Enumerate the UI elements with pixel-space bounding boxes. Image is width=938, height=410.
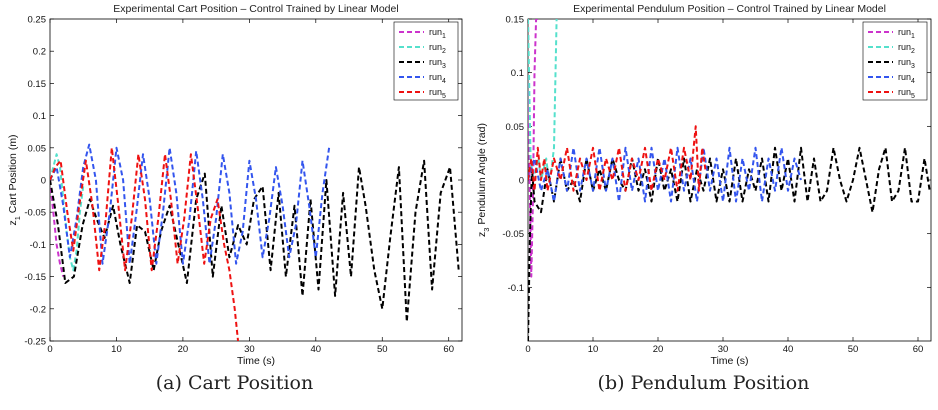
legend-label-run5: run5 (898, 87, 915, 100)
legend-label-run3: run3 (429, 57, 446, 70)
x-tick-label: 50 (848, 344, 859, 355)
y-tick-label: 0.15 (28, 79, 47, 90)
y-tick-label: 0.05 (506, 122, 525, 133)
series-line-run2 (50, 153, 85, 272)
y-tick-label: -0.05 (24, 208, 46, 219)
pendulum-position-panel: Experimental Pendulum Position – Control… (469, 0, 938, 410)
x-axis-label: Time (s) (237, 355, 275, 367)
y-tick-label: 0 (519, 176, 524, 187)
legend-label-sub: 4 (911, 78, 915, 85)
y-axis-label-text: Pendulum Angle (rad) (476, 123, 488, 227)
y-axis-label-text: Cart Position (m) (7, 134, 19, 216)
x-tick-label: 10 (588, 344, 599, 355)
chart-title: Experimental Cart Position – Control Tra… (113, 3, 398, 15)
x-tick-label: 60 (913, 344, 924, 355)
y-tick-label: -0.25 (24, 337, 46, 348)
pendulum-position-chart: Experimental Pendulum Position – Control… (476, 3, 932, 367)
legend-label-run4: run4 (898, 72, 915, 85)
legend-label-name: run (429, 27, 442, 37)
legend-label-name: run (429, 57, 442, 67)
y-tick-label: -0.1 (508, 283, 524, 294)
legend-label-run5: run5 (429, 87, 446, 100)
x-tick-label: 20 (178, 344, 189, 355)
legend-label-sub: 5 (442, 93, 446, 100)
legend-label-sub: 2 (911, 48, 915, 55)
legend-label-sub: 1 (442, 33, 446, 40)
x-tick-label: 50 (377, 344, 388, 355)
legend-label-sub: 4 (442, 78, 446, 85)
legend-label-run4: run4 (429, 72, 446, 85)
legend-label-run1: run1 (898, 27, 915, 40)
y-axis-label-var: z (7, 220, 19, 225)
y-tick-label: 0.2 (33, 47, 46, 58)
legend-label-run2: run2 (429, 42, 446, 55)
series-group (528, 19, 931, 341)
legend-label-sub: 1 (911, 33, 915, 40)
y-tick-label: 0.15 (506, 15, 525, 26)
legend-label-name: run (898, 42, 911, 52)
legend-label-sub: 3 (442, 63, 446, 70)
x-tick-label: 0 (47, 344, 52, 355)
y-tick-label: 0.25 (28, 15, 47, 26)
series-line-run3 (50, 159, 460, 323)
y-axis-label: z1 Cart Position (m) (7, 134, 22, 225)
y-tick-label: -0.15 (24, 272, 46, 283)
chart-title: Experimental Pendulum Position – Control… (573, 3, 886, 15)
x-axis-label: Time (s) (710, 355, 748, 367)
series-group (50, 143, 460, 341)
series-line-run1 (50, 179, 65, 277)
series-line-run1 (528, 19, 538, 278)
legend-label-sub: 5 (911, 93, 915, 100)
caption-b: (b) Pendulum Position (597, 372, 810, 394)
series-line-run4 (528, 146, 802, 203)
y-tick-label: 0 (41, 176, 46, 187)
legend-label-name: run (429, 87, 442, 97)
legend-box (862, 21, 928, 101)
legend-label-name: run (898, 72, 911, 82)
x-tick-label: 0 (525, 344, 530, 355)
legend-label-name: run (898, 27, 911, 37)
legend-label-run1: run1 (429, 27, 446, 40)
y-tick-label: 0.1 (511, 68, 524, 79)
series-line-run4 (50, 143, 331, 265)
legend-label-name: run (429, 42, 442, 52)
x-tick-label: 30 (718, 344, 729, 355)
y-axis-label-sub: 1 (13, 216, 22, 220)
legend-label-sub: 2 (442, 48, 446, 55)
x-tick-label: 40 (783, 344, 794, 355)
legend-label-run2: run2 (898, 42, 915, 55)
caption-a: (a) Cart Position (155, 372, 314, 394)
y-tick-label: -0.1 (30, 240, 46, 251)
plot-frame (49, 18, 463, 342)
series-line-run5 (50, 146, 240, 341)
series-line-run2 (528, 19, 558, 181)
x-tick-label: 10 (111, 344, 122, 355)
cart-position-chart: Experimental Cart Position – Control Tra… (7, 3, 463, 367)
y-tick-label: 0.1 (33, 111, 46, 122)
series-line-run5 (528, 125, 707, 192)
legend-label-sub: 3 (911, 63, 915, 70)
x-tick-label: 60 (443, 344, 454, 355)
y-tick-label: 0.05 (28, 143, 47, 154)
y-tick-label: -0.05 (502, 229, 524, 240)
y-axis-label-var: z (476, 232, 488, 237)
cart-position-panel: Experimental Cart Position – Control Tra… (7, 3, 463, 394)
y-axis-label: z3 Pendulum Angle (rad) (476, 123, 491, 237)
x-tick-label: 40 (311, 344, 322, 355)
legend-label-run3: run3 (898, 57, 915, 70)
legend-label-name: run (429, 72, 442, 82)
legend-label-name: run (898, 57, 911, 67)
y-tick-label: -0.2 (30, 304, 46, 315)
y-axis-label-sub: 3 (482, 228, 491, 232)
x-tick-label: 30 (244, 344, 255, 355)
legend-box (393, 21, 459, 101)
x-tick-label: 20 (653, 344, 664, 355)
legend-label-name: run (898, 87, 911, 97)
